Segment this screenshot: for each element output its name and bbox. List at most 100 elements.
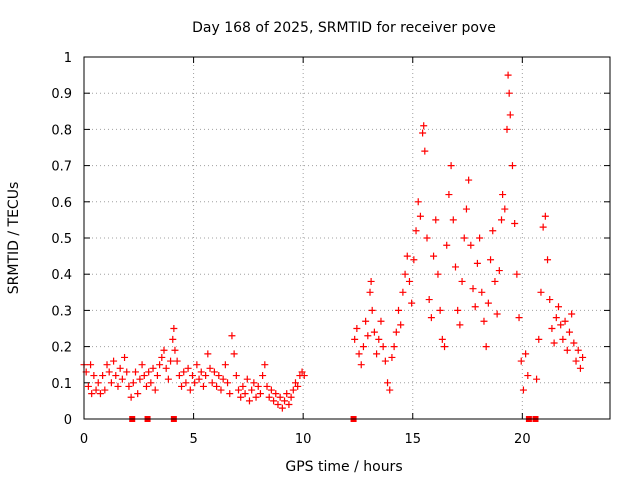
data-point [276,393,284,401]
data-point [498,216,506,224]
data-point [403,252,411,260]
x-tick-label: 5 [189,432,197,447]
data-point [462,205,470,213]
data-point [206,364,214,372]
y-tick-label: 0.8 [51,123,72,138]
data-point [544,256,552,264]
data-point [121,353,129,361]
data-point [239,382,247,390]
data-point [245,397,253,405]
data-point [519,386,527,394]
data-point [215,372,223,380]
y-tick-label: 0.1 [51,377,72,392]
data-point [467,241,475,249]
data-point [427,314,435,322]
data-point [351,335,359,343]
data-point [230,350,238,358]
data-point [377,317,385,325]
data-point [482,343,490,351]
data-point [552,314,560,322]
data-point [116,364,124,372]
data-point [221,361,229,369]
y-tick-label: 1 [64,51,72,66]
data-point [460,234,468,242]
data-point [118,375,126,383]
data-point [170,325,178,332]
data-point [149,364,157,372]
data-point [252,393,260,401]
data-point [158,353,166,361]
data-point [267,386,275,394]
data-point [375,335,383,343]
data-point [438,335,446,343]
y-tick-label: 0 [64,413,72,428]
data-point [136,375,144,383]
data-point [506,111,514,119]
y-tick-label: 0.4 [51,268,72,283]
data-point [129,379,137,387]
data-point [180,368,188,376]
data-point [202,372,210,380]
data-point [480,317,488,325]
data-point [175,372,183,380]
data-point [162,364,170,372]
data-point [454,306,462,314]
data-point [489,227,497,235]
data-point [219,375,227,383]
data-point [373,350,381,358]
data-point [399,288,407,296]
data-point [199,382,207,390]
data-point [579,353,587,361]
data-point [193,361,201,369]
data-point [388,353,396,361]
data-point [160,346,168,354]
data-point [368,306,376,314]
data-point [110,357,118,365]
data-point [208,379,216,387]
data-point [405,277,413,285]
data-point [384,379,392,387]
data-point [425,296,433,304]
data-point [84,382,92,390]
data-point [504,71,512,79]
data-point [235,386,243,394]
data-point [366,288,374,296]
data-point [410,256,418,264]
data-point [90,372,98,380]
data-point [125,382,133,390]
data-point [432,216,440,224]
data-point [499,191,507,199]
data-point [101,386,109,394]
data-point [419,129,427,137]
data-point [132,368,140,376]
data-point [359,343,367,351]
data-point [261,361,269,369]
data-point [232,372,240,380]
data-point [572,357,580,365]
data-point [414,198,422,206]
data-point [278,404,286,412]
data-point [254,382,262,390]
data-point [250,379,258,387]
data-point [416,212,424,220]
data-point [151,386,159,394]
data-point [142,382,150,390]
data-point [92,386,100,394]
data-point [114,382,122,390]
data-point [421,147,429,155]
data-point [561,317,569,325]
data-point [471,303,479,311]
y-axis-label: SRMTID / TECUs [6,182,22,295]
data-points [80,71,587,412]
data-point [169,335,177,343]
grid-lines [84,57,610,419]
data-point [397,321,405,329]
data-point [210,368,218,376]
data-point [443,241,451,249]
data-point [107,379,115,387]
x-tick-label: 10 [295,432,312,447]
data-point [103,361,111,369]
data-point [105,368,113,376]
x-axis-label: GPS time / hours [285,459,402,475]
